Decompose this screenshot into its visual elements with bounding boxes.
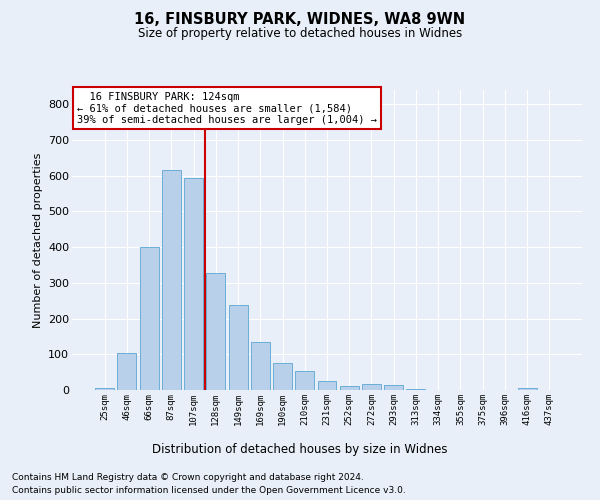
Bar [340, 386, 359, 390]
Bar [273, 363, 292, 390]
Bar [295, 370, 314, 390]
Bar [140, 247, 158, 390]
Text: 16 FINSBURY PARK: 124sqm
← 61% of detached houses are smaller (1,584)
39% of sem: 16 FINSBURY PARK: 124sqm ← 61% of detach… [77, 92, 377, 124]
Bar [406, 389, 425, 390]
Text: Size of property relative to detached houses in Widnes: Size of property relative to detached ho… [138, 28, 462, 40]
Bar [229, 306, 248, 390]
Bar [118, 352, 136, 390]
Text: Contains public sector information licensed under the Open Government Licence v3: Contains public sector information licen… [12, 486, 406, 495]
Text: 16, FINSBURY PARK, WIDNES, WA8 9WN: 16, FINSBURY PARK, WIDNES, WA8 9WN [134, 12, 466, 28]
Bar [184, 178, 203, 390]
Bar [95, 388, 114, 390]
Bar [518, 388, 536, 390]
Bar [362, 384, 381, 390]
Bar [206, 273, 225, 390]
Bar [251, 342, 270, 390]
Bar [384, 384, 403, 390]
Y-axis label: Number of detached properties: Number of detached properties [32, 152, 43, 328]
Bar [162, 170, 181, 390]
Text: Distribution of detached houses by size in Widnes: Distribution of detached houses by size … [152, 442, 448, 456]
Bar [317, 381, 337, 390]
Text: Contains HM Land Registry data © Crown copyright and database right 2024.: Contains HM Land Registry data © Crown c… [12, 472, 364, 482]
